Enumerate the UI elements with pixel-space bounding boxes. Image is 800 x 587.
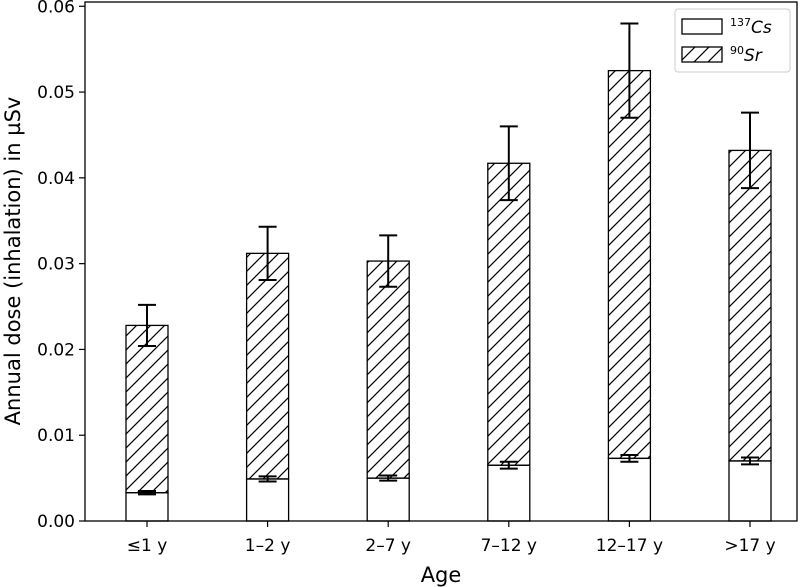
bar-sr90 [607,69,652,460]
y-tick-label: 0.04 [37,169,75,189]
bar-cs137 [125,492,169,522]
bar-cs137 [366,477,410,522]
y-tick-label: 0.05 [37,83,75,103]
bar-sr90 [245,252,290,480]
bars-layer [125,69,772,522]
y-tick-label: 0.03 [37,255,75,275]
y-axis-label: Annual dose (inhalation) in µSv [1,97,25,426]
bar-cs137 [607,457,652,522]
legend-swatch-cs [681,18,723,35]
x-tick-label: 7–12 y [481,536,537,556]
bar-sr90 [487,162,531,466]
bar-cs137 [487,464,531,522]
x-tick-label: ≤1 y [127,536,168,556]
bar-sr90 [366,260,410,479]
y-tick-label: 0.06 [37,0,75,17]
plot-frame [84,1,798,522]
y-tick-label: 0.02 [37,340,75,360]
x-axis: ≤1 y 1–2 y 2–7 y 7–12 y 12–17 y >17 y [127,521,776,556]
legend: 137Cs 90Sr [674,8,791,73]
legend-label-sr: 90Sr [730,44,763,66]
x-tick-label: 2–7 y [365,536,411,556]
bar-sr90 [125,324,169,494]
y-tick-label: 0.00 [37,512,75,532]
legend-swatch-sr [681,46,723,63]
y-tick-label: 0.01 [37,426,75,446]
bar-sr90 [728,149,772,462]
error-bars-layer [138,22,759,496]
x-tick-label: >17 y [724,536,775,556]
legend-label-cs: 137Cs [730,16,772,38]
y-axis: 0.00 0.01 0.02 0.03 0.04 0.05 0.06 [37,0,85,532]
x-tick-label: 12–17 y [596,536,663,556]
bar-cs137 [245,478,290,522]
bar-cs137 [728,460,772,522]
x-tick-label: 1–2 y [245,536,291,556]
x-axis-label: Age [421,563,462,587]
